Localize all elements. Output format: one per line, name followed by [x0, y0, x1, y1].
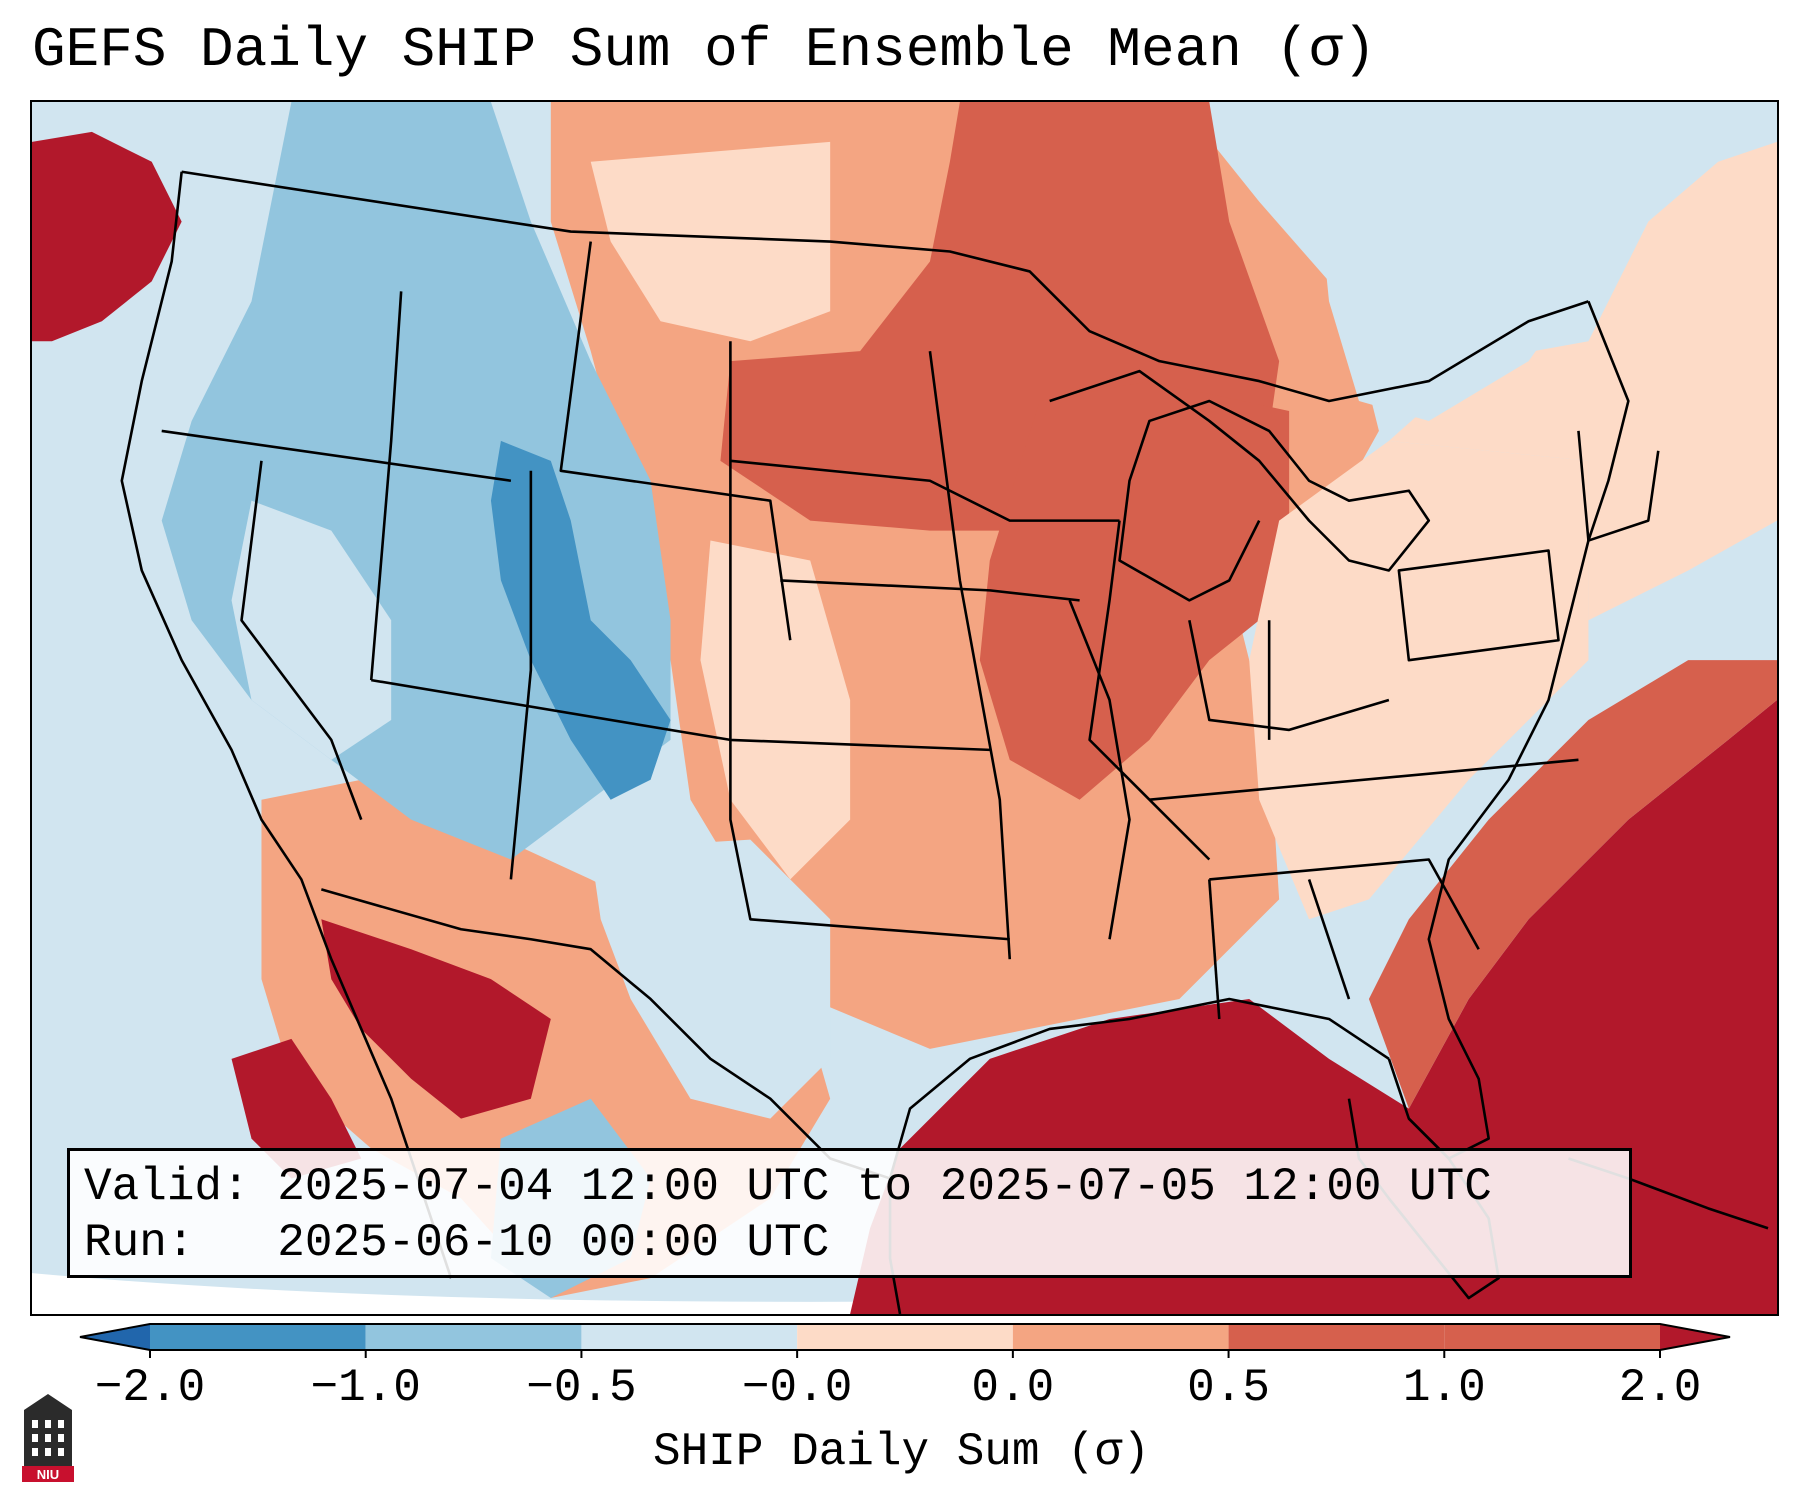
field-region-weak-positive-plains	[700, 540, 851, 880]
field-region-strong-negative-rockies	[490, 440, 671, 800]
field-region-weak-negative-great-basin	[231, 500, 392, 760]
colorbar-segment	[1228, 1324, 1445, 1350]
colorbar-tick-label: 1.0	[1402, 1362, 1486, 1414]
colorbar-tick-label: −0.5	[526, 1362, 637, 1414]
valid-run-info-box: Valid: 2025-07-04 12:00 UTC to 2025-07-0…	[67, 1148, 1632, 1278]
colorbar	[79, 1323, 1731, 1358]
colorbar-segment	[1012, 1324, 1229, 1350]
valid-label: Valid:	[84, 1161, 250, 1213]
valid-value: 2025-07-04 12:00 UTC to 2025-07-05 12:00…	[277, 1161, 1492, 1213]
map-title: GEFS Daily SHIP Sum of Ensemble Mean (σ)	[32, 18, 1377, 82]
state-line-2	[240, 460, 363, 821]
state-line-17	[1209, 858, 1480, 950]
colorbar-segment	[1444, 1324, 1660, 1350]
colorbar-extend-high	[1660, 1324, 1730, 1350]
state-line-7	[729, 341, 1010, 941]
west-coastline	[120, 171, 333, 960]
field-region-weak-positive-north	[590, 141, 831, 342]
state-line-19	[1208, 879, 1221, 1020]
us-canada-border	[181, 170, 1589, 403]
run-line: Run: 2025-06-10 00:00 UTC	[84, 1215, 1615, 1271]
valid-line: Valid: 2025-07-04 12:00 UTC to 2025-07-0…	[84, 1159, 1615, 1215]
state-line-16	[1397, 549, 1560, 662]
state-line-12	[1088, 520, 1211, 861]
run-label: Run:	[84, 1217, 195, 1269]
state-line-13	[1149, 758, 1579, 801]
field-region-very-strong-nw-corner	[32, 131, 182, 342]
state-line-5	[509, 470, 533, 880]
state-line-6	[559, 241, 792, 641]
state-line-18	[1307, 879, 1351, 1000]
ship-field-map	[32, 102, 1777, 1314]
colorbar-tick-label: 0.0	[971, 1362, 1055, 1414]
svg-text:NIU: NIU	[37, 1467, 59, 1482]
colorbar-label: SHIP Daily Sum (σ)	[653, 1426, 1150, 1478]
map-panel[interactable]	[30, 100, 1779, 1316]
field-region-weak-negative-northeast	[1309, 102, 1649, 421]
colorbar-tick-label: −2.0	[94, 1362, 206, 1414]
colorbar-tick-label: −1.0	[310, 1362, 421, 1414]
run-value: 2025-06-10 00:00 UTC	[277, 1217, 830, 1269]
colorbar-segment	[365, 1324, 582, 1350]
field-region-very-strong-baja	[231, 1038, 362, 1179]
field-layer	[32, 102, 1777, 1314]
colorbar-segment	[797, 1324, 1013, 1350]
state-line-10	[928, 351, 1012, 960]
field-region-strong-positive-midwest	[979, 381, 1290, 800]
field-region-very-strong-southwest	[321, 919, 551, 1119]
field-region-strong-positive-coast	[1368, 660, 1777, 1109]
colorbar-tick-label: 2.0	[1618, 1362, 1702, 1414]
great-lakes-outline	[1049, 369, 1431, 602]
state-line-14	[1188, 620, 1390, 732]
state-line-8	[730, 459, 1120, 522]
colorbar-extend-low	[80, 1324, 150, 1350]
niu-logo: NIU	[22, 1394, 74, 1482]
us-mexico-border	[320, 888, 891, 1180]
state-line-3	[369, 291, 403, 681]
field-region-weak-negative-texas	[590, 839, 831, 1119]
state-line-1	[161, 429, 512, 483]
colorbar-tick-label: −0.0	[741, 1362, 853, 1414]
state-line-11	[1068, 599, 1131, 940]
field-region-weak-positive-east	[1249, 440, 1589, 920]
state-line-9	[780, 579, 1080, 602]
colorbar-tick-label: 0.5	[1187, 1362, 1270, 1414]
field-region-weak-positive-northeast	[1388, 141, 1777, 621]
colorbar-segment	[150, 1324, 366, 1350]
colorbar-segment	[581, 1324, 798, 1350]
state-line-20	[1577, 430, 1660, 542]
